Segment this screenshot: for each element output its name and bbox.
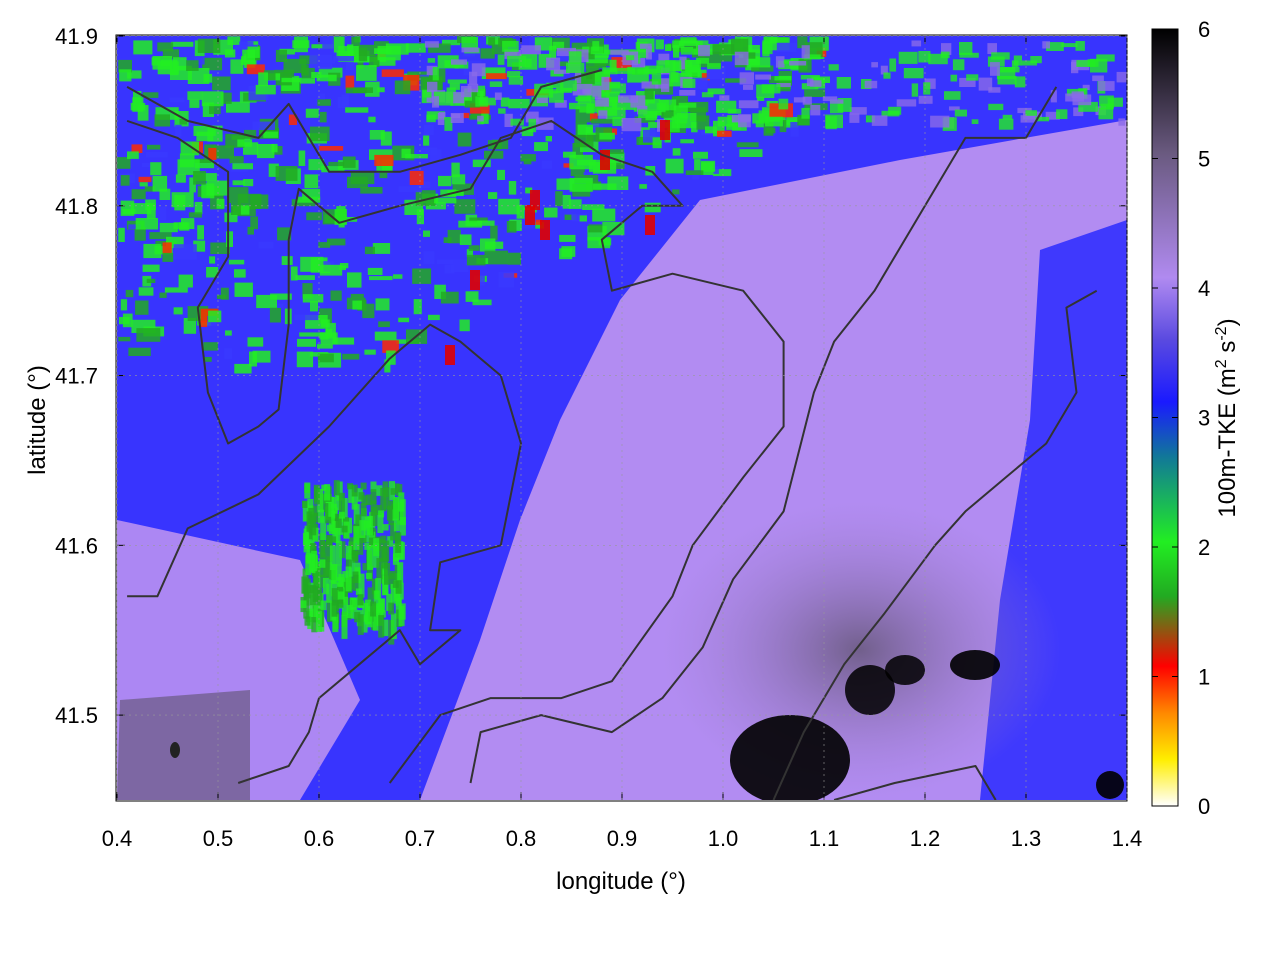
x-tick-label: 1.4 <box>1112 826 1143 851</box>
field-dark-glow <box>660 500 1060 800</box>
field-max-6 <box>170 742 180 758</box>
x-axis-label: longitude (°) <box>556 868 686 895</box>
contour-line-3 <box>127 323 522 784</box>
colorbar-tick-label: 4 <box>1198 276 1210 301</box>
x-tick-label: 0.5 <box>203 826 234 851</box>
contour-line-2 <box>126 119 785 784</box>
field-max-4 <box>950 650 1000 680</box>
y-tick-label: 41.9 <box>55 24 98 49</box>
colorbar-tick-label: 3 <box>1198 406 1210 431</box>
field-max-3 <box>885 655 925 685</box>
contour-line-5 <box>772 289 1098 800</box>
y-tick-label: 41.6 <box>55 533 98 558</box>
plot-frame <box>115 34 1128 802</box>
x-tick-label: 0.9 <box>607 826 638 851</box>
x-tick-label: 0.4 <box>102 826 133 851</box>
contour-line-6 <box>833 765 997 800</box>
colorbar-tick-label: 5 <box>1198 147 1210 172</box>
contour-line-4 <box>469 86 1058 784</box>
x-tick-label: 1.1 <box>809 826 840 851</box>
x-tick-label: 1.0 <box>708 826 739 851</box>
field-max-1 <box>730 715 850 800</box>
field-speckle <box>117 36 1127 645</box>
x-tick-label: 0.6 <box>304 826 335 851</box>
colorbar-tick-label: 6 <box>1198 17 1210 42</box>
terrain-contours <box>126 69 1098 800</box>
colorbar-label: 100m-TKE (m2 s-2) <box>1213 318 1241 517</box>
y-tick-label: 41.5 <box>55 703 98 728</box>
x-tick-label: 1.3 <box>1011 826 1042 851</box>
colorbar-axis: 0 1 2 3 4 5 6 <box>1152 17 1210 819</box>
x-axis: 0.4 0.5 0.6 0.7 0.8 0.9 1.0 1.1 1.2 1.3 1.4 <box>102 36 1143 851</box>
x-tick-label: 0.7 <box>405 826 436 851</box>
y-axis: 41.5 41.6 41.7 41.8 41.9 <box>55 24 1127 728</box>
colorbar-tick-label: 0 <box>1198 794 1210 819</box>
y-axis-label: latitude (°) <box>24 365 51 475</box>
x-tick-label: 1.2 <box>910 826 941 851</box>
contour-line-1 <box>126 69 603 173</box>
x-tick-label: 0.8 <box>506 826 537 851</box>
colorbar-tick-label: 2 <box>1198 535 1210 560</box>
y-tick-label: 41.8 <box>55 194 98 219</box>
field-max-2 <box>845 665 895 715</box>
heatmap-field <box>117 36 1127 800</box>
field-grey-sw <box>117 690 250 800</box>
y-tick-label: 41.7 <box>55 364 98 389</box>
field-max-5 <box>1096 771 1124 799</box>
colorbar-tick-label: 1 <box>1198 665 1210 690</box>
